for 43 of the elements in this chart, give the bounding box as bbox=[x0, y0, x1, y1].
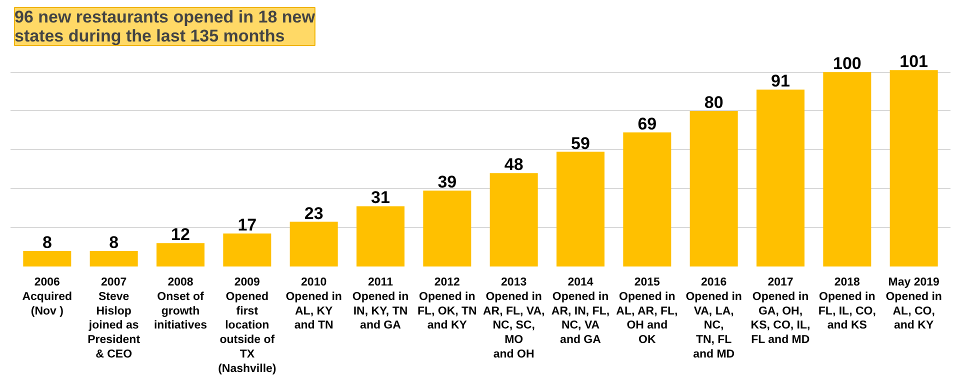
bar bbox=[890, 70, 938, 266]
chart-title: 96 new restaurants opened in 18 new states during the last 135 months bbox=[14, 8, 316, 46]
x-tick-label: 2011 Opened in IN, KY, TN and GA bbox=[352, 276, 409, 332]
x-tick-label: 2016 Opened in VA, LA, NC, TN, FL and MD bbox=[686, 276, 742, 360]
data-label: 39 bbox=[438, 172, 457, 192]
x-tick-label: 2013 Opened in AR, FL, VA, NC, SC, MO and OH bbox=[482, 276, 545, 360]
x-tick-label: 2007 Steve Hislop joined as President & CEO bbox=[88, 276, 140, 360]
data-label: 12 bbox=[171, 225, 190, 244]
data-label: 69 bbox=[638, 114, 657, 134]
x-tick-label: 2012 Opened in FL, OK, TN and KY bbox=[417, 276, 477, 332]
x-tick-label: May 2019 Opened in AL, CO, and KY bbox=[886, 276, 942, 332]
bar bbox=[490, 173, 538, 266]
data-label: 91 bbox=[771, 72, 790, 91]
bar bbox=[23, 250, 72, 266]
x-tick-label: 2008 Onset of growth initiatives bbox=[154, 276, 208, 332]
data-label: 8 bbox=[42, 232, 52, 252]
data-label: 31 bbox=[371, 188, 390, 208]
bar bbox=[290, 222, 338, 266]
data-label: 59 bbox=[571, 134, 590, 153]
x-tick-label: 2018 Opened in FL, IL, CO, and KS bbox=[818, 276, 876, 332]
x-tick-label: 2009 Opened first location outside of TX (Nashville) bbox=[218, 276, 276, 375]
data-label: 17 bbox=[238, 215, 257, 234]
bar bbox=[690, 110, 738, 266]
data-label: 8 bbox=[109, 232, 119, 252]
x-tick-label: 2006 Acquired (Nov ) bbox=[22, 276, 72, 318]
data-label: 23 bbox=[304, 204, 324, 223]
data-label: 48 bbox=[504, 155, 524, 174]
data-label: 100 bbox=[832, 54, 862, 74]
bar bbox=[823, 72, 872, 266]
bar bbox=[156, 243, 204, 266]
x-tick-label: 2017 Opened in GA, OH, KS, CO, IL, FL and MD bbox=[750, 276, 810, 346]
bar bbox=[223, 233, 272, 266]
bar bbox=[356, 206, 404, 266]
bar bbox=[556, 152, 604, 266]
bar bbox=[623, 132, 672, 266]
bar bbox=[423, 190, 472, 266]
x-tick-label: 2010 Opened in AL, KY and TN bbox=[286, 276, 342, 332]
bar bbox=[90, 250, 138, 266]
bar bbox=[756, 90, 804, 266]
x-tick-label: 2014 Opened in AR, IN, FL, NC, VA and GA bbox=[551, 276, 610, 346]
data-label: 101 bbox=[900, 52, 928, 72]
data-label: 80 bbox=[704, 92, 724, 112]
x-tick-label: 2015 Opened in AL, AR, FL, OH and OK bbox=[616, 276, 678, 346]
